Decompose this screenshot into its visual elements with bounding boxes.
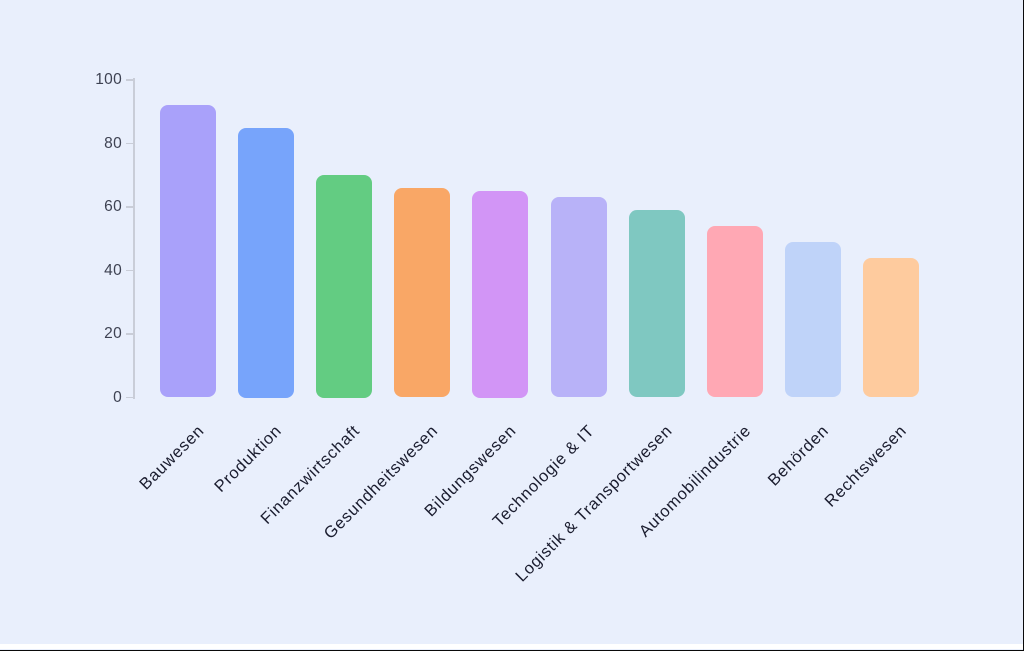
bar-logistik-transportwesen[interactable] xyxy=(628,210,685,398)
y-axis-tick-label: 40 xyxy=(104,261,122,279)
y-axis-tick-label: 80 xyxy=(104,134,122,152)
y-axis-tick-label: 0 xyxy=(113,388,122,406)
y-axis-line xyxy=(133,78,135,399)
bar-gesundheitswesen[interactable] xyxy=(394,187,451,398)
x-axis-label: Rechtswesen xyxy=(821,421,911,511)
y-axis-tick-mark xyxy=(126,396,133,399)
bar-bauwesen[interactable] xyxy=(160,105,216,398)
bar-rechtswesen[interactable] xyxy=(862,257,919,398)
y-axis-tick-mark xyxy=(126,142,133,145)
bar-technologie-it[interactable] xyxy=(550,197,607,398)
bar-beh-rden[interactable] xyxy=(784,241,841,398)
y-axis-tick-mark xyxy=(126,269,133,272)
y-axis-tick-label: 100 xyxy=(95,71,122,88)
y-axis-tick-label: 60 xyxy=(104,198,122,215)
bar-automobilindustrie[interactable] xyxy=(706,226,763,398)
x-axis-label: Bauwesen xyxy=(135,421,208,494)
bar-bildungswesen[interactable] xyxy=(472,191,529,398)
y-axis-tick-mark xyxy=(126,206,133,208)
y-axis-tick-mark xyxy=(126,79,133,81)
bar-finanzwirtschaft[interactable] xyxy=(316,175,373,398)
bar-produktion[interactable] xyxy=(238,127,295,398)
y-axis-tick-mark xyxy=(126,333,133,335)
bottom-strip xyxy=(0,644,1023,649)
x-axis-label: Produktion xyxy=(211,421,286,496)
y-axis-tick-label: 20 xyxy=(104,325,122,342)
x-axis-label: Logistik & Transportwesen xyxy=(512,421,677,586)
x-axis-label: Behörden xyxy=(764,421,833,490)
